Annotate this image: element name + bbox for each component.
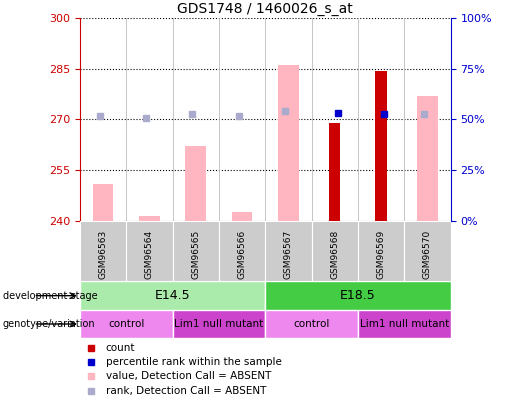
Bar (93, 183, 113, 221)
Text: percentile rank within the sample: percentile rank within the sample (106, 357, 282, 367)
Text: count: count (106, 343, 135, 353)
Text: E14.5: E14.5 (154, 289, 191, 302)
Bar (126, 221, 173, 281)
Text: control: control (294, 319, 330, 329)
Bar (173, 221, 219, 281)
Bar (265, 281, 451, 310)
Bar (80, 310, 173, 338)
Text: GSM96566: GSM96566 (237, 230, 247, 279)
Text: GSM96570: GSM96570 (423, 230, 432, 279)
Bar (139, 216, 160, 221)
Bar (80, 281, 265, 310)
Bar (80, 221, 126, 281)
Text: GSM96568: GSM96568 (330, 230, 339, 279)
Bar (312, 221, 358, 281)
Bar (417, 96, 438, 221)
Text: rank, Detection Call = ABSENT: rank, Detection Call = ABSENT (106, 386, 266, 396)
Title: GDS1748 / 1460026_s_at: GDS1748 / 1460026_s_at (177, 2, 353, 16)
Bar (375, 70, 387, 221)
Bar (185, 147, 206, 221)
Bar (278, 66, 299, 221)
Text: GSM96564: GSM96564 (145, 230, 154, 279)
Text: genotype/variation: genotype/variation (3, 319, 95, 329)
Text: control: control (108, 319, 144, 329)
Bar (265, 221, 312, 281)
Text: GSM96563: GSM96563 (98, 230, 108, 279)
Text: development stage: development stage (3, 291, 97, 301)
Bar (232, 212, 252, 221)
Text: Lim1 null mutant: Lim1 null mutant (359, 319, 449, 329)
Bar (265, 310, 358, 338)
Text: GSM96569: GSM96569 (376, 230, 386, 279)
Text: Lim1 null mutant: Lim1 null mutant (174, 319, 264, 329)
Bar (173, 310, 265, 338)
Text: GSM96567: GSM96567 (284, 230, 293, 279)
Bar (219, 221, 265, 281)
Text: E18.5: E18.5 (340, 289, 376, 302)
Bar (329, 123, 340, 221)
Text: GSM96565: GSM96565 (191, 230, 200, 279)
Text: value, Detection Call = ABSENT: value, Detection Call = ABSENT (106, 371, 271, 382)
Bar (358, 221, 404, 281)
Bar (358, 310, 451, 338)
Bar (404, 221, 451, 281)
